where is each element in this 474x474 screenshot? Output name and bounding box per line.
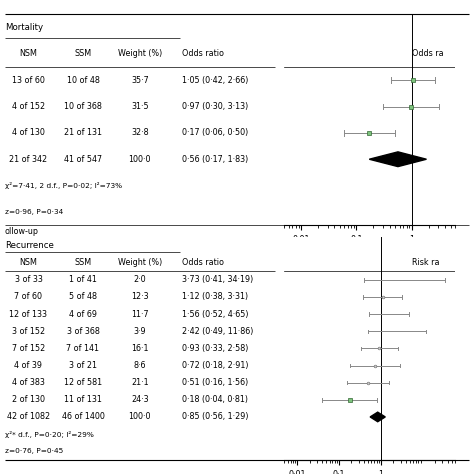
Text: 0·56 (0·17, 1·83): 0·56 (0·17, 1·83) <box>182 155 249 164</box>
Text: 100·0: 100·0 <box>128 412 151 421</box>
Text: 7 of 141: 7 of 141 <box>66 344 100 353</box>
Text: χ²* d.f., P=0·20; I²=29%: χ²* d.f., P=0·20; I²=29% <box>5 430 93 438</box>
Text: Mortality: Mortality <box>5 23 43 32</box>
Text: 1·56 (0·52, 4·65): 1·56 (0·52, 4·65) <box>182 310 249 319</box>
Text: SSM: SSM <box>74 258 91 267</box>
Text: 0·93 (0·33, 2·58): 0·93 (0·33, 2·58) <box>182 344 249 353</box>
Text: 0·51 (0·16, 1·56): 0·51 (0·16, 1·56) <box>182 378 249 387</box>
Text: 0·85 (0·56, 1·29): 0·85 (0·56, 1·29) <box>182 412 249 421</box>
Text: 3 of 33: 3 of 33 <box>15 275 42 284</box>
Text: 2·42 (0·49, 11·86): 2·42 (0·49, 11·86) <box>182 327 254 336</box>
Text: 3·73 (0·41, 34·19): 3·73 (0·41, 34·19) <box>182 275 254 284</box>
Text: 3 of 368: 3 of 368 <box>66 327 100 336</box>
Text: NSM: NSM <box>19 258 37 267</box>
Text: 2·0: 2·0 <box>134 275 146 284</box>
Text: 0·18 (0·04, 0·81): 0·18 (0·04, 0·81) <box>182 395 248 404</box>
X-axis label: Favours NSM: Favours NSM <box>344 246 395 255</box>
Text: 1·05 (0·42, 2·66): 1·05 (0·42, 2·66) <box>182 76 249 85</box>
Text: 1·12 (0·38, 3·31): 1·12 (0·38, 3·31) <box>182 292 249 301</box>
Text: 24·3: 24·3 <box>131 395 149 404</box>
Text: 32·8: 32·8 <box>131 128 149 137</box>
Text: 2 of 130: 2 of 130 <box>12 395 45 404</box>
Text: 12 of 133: 12 of 133 <box>9 310 47 319</box>
Text: 35·7: 35·7 <box>131 76 149 85</box>
Text: 100·0: 100·0 <box>128 155 151 164</box>
Text: Risk ra: Risk ra <box>412 258 440 267</box>
Text: 42 of 1082: 42 of 1082 <box>7 412 50 421</box>
Text: 12·3: 12·3 <box>131 292 149 301</box>
Text: 11 of 131: 11 of 131 <box>64 395 102 404</box>
Text: 13 of 60: 13 of 60 <box>12 76 45 85</box>
Text: 16·1: 16·1 <box>131 344 148 353</box>
Text: 4 of 152: 4 of 152 <box>12 102 45 111</box>
Text: 31·5: 31·5 <box>131 102 149 111</box>
Text: 21 of 342: 21 of 342 <box>9 155 47 164</box>
Text: 5 of 48: 5 of 48 <box>69 292 97 301</box>
Text: 3 of 152: 3 of 152 <box>12 327 45 336</box>
Text: 10 of 48: 10 of 48 <box>66 76 100 85</box>
Text: Weight (%): Weight (%) <box>118 49 162 58</box>
Text: 41 of 547: 41 of 547 <box>64 155 102 164</box>
Text: 1 of 41: 1 of 41 <box>69 275 97 284</box>
Text: 0·17 (0·06, 0·50): 0·17 (0·06, 0·50) <box>182 128 249 137</box>
Text: 4 of 69: 4 of 69 <box>69 310 97 319</box>
Text: ollow-up: ollow-up <box>5 227 39 236</box>
Text: z=0·96, P=0·34: z=0·96, P=0·34 <box>5 209 63 215</box>
Text: 8·6: 8·6 <box>134 361 146 370</box>
Text: Odds ratio: Odds ratio <box>182 258 225 267</box>
Text: Odds ra: Odds ra <box>412 49 444 58</box>
Polygon shape <box>369 152 427 167</box>
Text: 4 of 130: 4 of 130 <box>12 128 45 137</box>
Text: 0·97 (0·30, 3·13): 0·97 (0·30, 3·13) <box>182 102 249 111</box>
Text: SSM: SSM <box>74 49 91 58</box>
Text: 7 of 60: 7 of 60 <box>14 292 43 301</box>
Text: 46 of 1400: 46 of 1400 <box>62 412 104 421</box>
Text: NSM: NSM <box>19 49 37 58</box>
Text: Weight (%): Weight (%) <box>118 258 162 267</box>
Text: 12 of 581: 12 of 581 <box>64 378 102 387</box>
Polygon shape <box>370 412 385 422</box>
Text: 11·7: 11·7 <box>131 310 149 319</box>
Text: 3·9: 3·9 <box>134 327 146 336</box>
Text: χ²=7·41, 2 d.f., P=0·02; I²=73%: χ²=7·41, 2 d.f., P=0·02; I²=73% <box>5 182 122 189</box>
Text: 7 of 152: 7 of 152 <box>12 344 45 353</box>
Text: 21·1: 21·1 <box>131 378 149 387</box>
Text: z=0·76, P=0·45: z=0·76, P=0·45 <box>5 448 63 454</box>
Text: 21 of 131: 21 of 131 <box>64 128 102 137</box>
Text: Recurrence: Recurrence <box>5 241 54 250</box>
Text: 0·72 (0·18, 2·91): 0·72 (0·18, 2·91) <box>182 361 249 370</box>
Text: 3 of 21: 3 of 21 <box>69 361 97 370</box>
Text: Odds ratio: Odds ratio <box>182 49 225 58</box>
Text: 4 of 39: 4 of 39 <box>14 361 43 370</box>
Text: 4 of 383: 4 of 383 <box>12 378 45 387</box>
Text: 10 of 368: 10 of 368 <box>64 102 102 111</box>
